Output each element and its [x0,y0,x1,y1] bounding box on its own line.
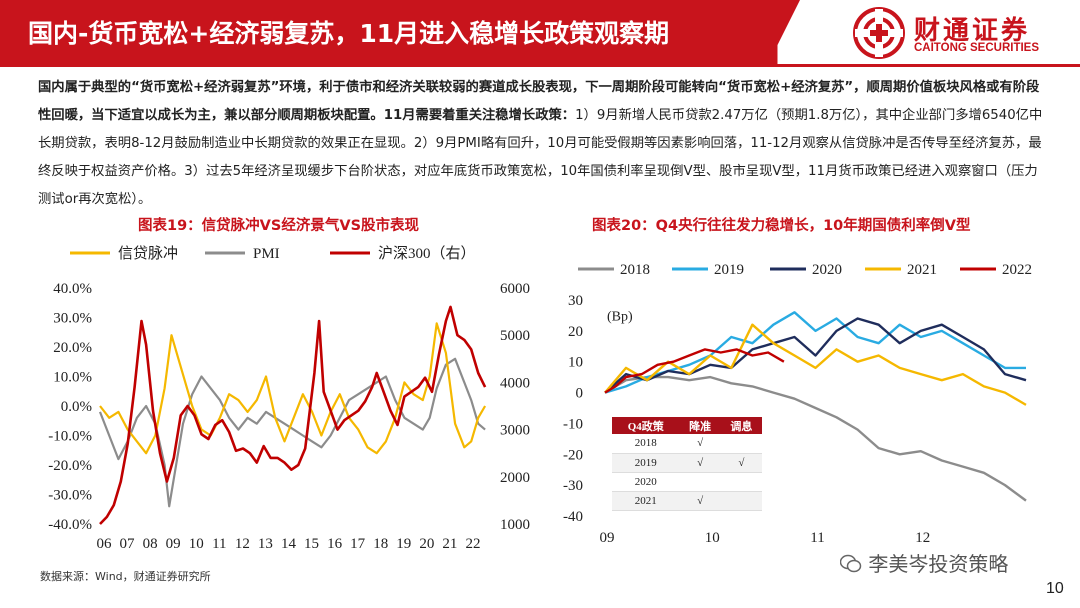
series-line-2019 [604,311,1026,394]
x-tick-label: 21 [442,536,457,552]
x-tick-label: 12 [915,530,930,546]
logo-text-en: CAITONG SECURITIES [914,42,1040,54]
x-tick-label: 17 [350,536,366,552]
policy-rrr: √ [679,434,721,454]
policy-header-rate: 调息 [720,417,762,434]
policy-year: 2021 [612,491,680,511]
y-left-tick-label: 40.0% [53,281,92,297]
header-divider [0,64,1080,67]
legend-label: 信贷脉冲 [118,245,178,262]
y-tick-label: -40 [563,509,583,525]
series-line-2021 [604,323,1027,406]
summary-bold: 国内属于典型的“货币宽松+经济弱复苏”环境，利于债市和经济关联较弱的赛道成长股表… [38,80,1040,123]
x-tick-label: 16 [327,536,343,552]
series-line-2020 [604,317,1027,394]
page-title: 国内-货币宽松+经济弱复苏，11月进入稳增长政策观察期 [28,19,670,48]
fig19-title: 图表19：信贷脉冲VS经济景气VS股市表现 [138,218,420,234]
x-tick-label: 10 [189,536,204,552]
legend-label: 2018 [620,262,650,278]
x-tick-label: 09 [166,536,181,552]
x-tick-label: 19 [396,536,411,552]
x-tick-label: 14 [281,536,297,552]
legend-label: PMI [253,246,280,262]
y-right-tick-label: 2000 [500,470,530,486]
summary-normal: 1）9月新增人民币贷款2.47万亿（预期1.8万亿），其中企业部门多增6540亿… [38,108,1043,207]
table-row: 2018 √ [612,434,762,454]
logo-emblem-icon [853,7,905,59]
series-line-2018 [604,375,1027,502]
y-left-tick-label: 0.0% [61,399,92,415]
y-right-tick-label: 1000 [500,517,530,533]
policy-rrr [679,472,721,492]
policy-rate [720,472,762,492]
x-tick-label: 09 [600,530,615,546]
y-left-tick-label: 10.0% [53,370,92,386]
policy-rate [720,491,762,511]
y-right-tick-label: 6000 [500,281,530,297]
x-tick-label: 11 [810,530,824,546]
legend-label: 2019 [714,262,744,278]
x-tick-label: 18 [373,536,388,552]
summary-paragraph: 国内属于典型的“货币宽松+经济弱复苏”环境，利于债市和经济关联较弱的赛道成长股表… [38,74,1048,214]
table-row: 2020 [612,472,762,492]
data-source: 数据来源：Wind，财通证券研究所 [40,570,211,583]
header-band [0,0,800,64]
series-line-2022 [604,348,785,394]
y-tick-label: 0 [576,386,584,402]
x-tick-label: 07 [120,536,136,552]
y-left-tick-label: -40.0% [48,517,92,533]
x-tick-label: 13 [258,536,273,552]
series-line-2 [99,305,487,525]
chart-credit-pmi-hs300: 信贷脉冲 PMI 沪深300（右） 40.0% 30.0% 20.0% 10.0% 0.0% -… [48,245,530,552]
y-right-tick-label: 5000 [500,328,530,344]
x-tick-label: 11 [212,536,226,552]
policy-header-q4: Q4政策 [612,417,680,434]
y-tick-label: 20 [568,324,583,340]
legend-label: 2022 [1002,262,1032,278]
watermark-text: 李美岑投资策略 [868,552,1009,576]
header-bar: 国内-货币宽松+经济弱复苏，11月进入稳增长政策观察期 财通证券 CAITONG… [0,0,1080,64]
policy-header-rrr: 降准 [679,417,721,434]
y-left-tick-label: 30.0% [53,311,92,327]
x-tick-label: 10 [705,530,720,546]
x-tick-label: 22 [465,536,480,552]
logo-text-cn: 财通证券 [914,16,1031,46]
x-tick-label: 08 [143,536,158,552]
x-tick-label: 15 [304,536,319,552]
y-right-tick-label: 3000 [500,423,530,439]
y-left-tick-label: -20.0% [48,458,92,474]
y-tick-label: -10 [563,416,583,432]
wechat-icon [839,554,862,573]
company-logo: 财通证券 CAITONG SECURITIES [852,6,1072,60]
policy-table: Q4政策 降准 调息 2018 √ 2019 √ √ 2020 2021 √ [612,417,762,511]
y-tick-label: 10 [568,355,583,371]
y-tick-label: -20 [563,447,583,463]
page-number: 10 [1046,580,1064,597]
policy-year: 2018 [612,434,680,454]
policy-rrr: √ [679,453,721,473]
policy-year: 2019 [612,453,680,473]
policy-rate: √ [720,453,762,473]
table-row: 2019 √ √ [612,453,762,473]
y-right-tick-label: 4000 [500,375,530,391]
legend-label: 2021 [907,262,937,278]
policy-rate [720,434,762,454]
y-tick-label: -30 [563,478,583,494]
x-tick-label: 20 [419,536,434,552]
policy-year: 2020 [612,472,680,492]
x-tick-label: 12 [235,536,250,552]
wechat-watermark: 李美岑投资策略 [839,548,1009,577]
table-row: 2021 √ [612,491,762,511]
y-left-tick-label: -10.0% [48,429,92,445]
fig20-title: 图表20：Q4央行往往发力稳增长，10年期国债利率倒V型 [592,218,971,234]
legend-label: 2020 [812,262,842,278]
y-tick-label: 30 [568,293,583,309]
legend-label: 沪深300（右） [378,245,476,262]
y-unit-label: (Bp) [607,309,633,324]
policy-rrr: √ [679,491,721,511]
y-left-tick-label: 20.0% [53,340,92,356]
chart-10y-yield-q4: 2018 2019 2020 2021 20223020100-10-20-30-40(… [563,262,1032,546]
y-left-tick-label: -30.0% [48,488,92,504]
x-tick-label: 06 [97,536,113,552]
